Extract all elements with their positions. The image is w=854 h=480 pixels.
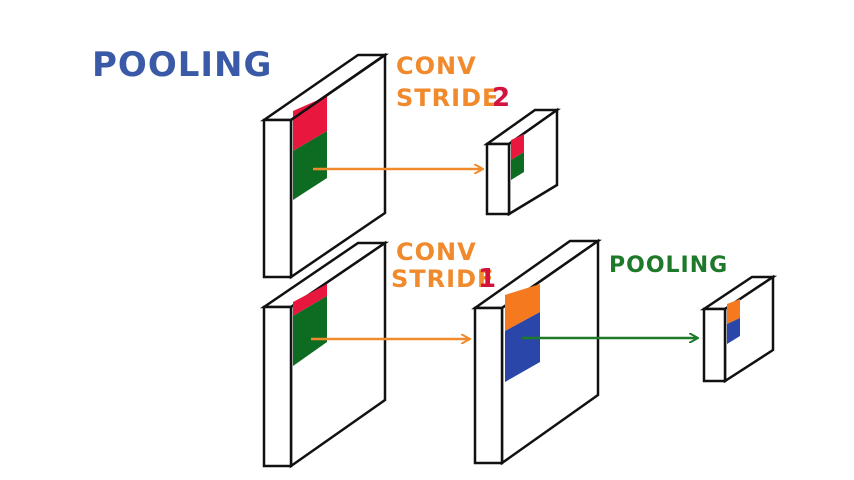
- label-stride-bottom-number: 1: [478, 264, 497, 294]
- small-patch-red-top: [511, 134, 524, 160]
- pooled-volume: [699, 274, 778, 384]
- pooled-patch-blue: [727, 318, 740, 344]
- input-volume-bottom: [259, 240, 390, 469]
- output-volume-stride2: [483, 107, 561, 217]
- label-stride-top-number: 2: [492, 83, 511, 113]
- output-volume-stride1: [471, 238, 602, 466]
- label-stride-bottom: STRIDE: [391, 265, 494, 293]
- label-conv-bottom: CONV: [396, 238, 477, 266]
- patch-green-top: [293, 131, 327, 200]
- pooled-patch-orange: [727, 299, 740, 324]
- label-pooling-step: POOLING: [609, 253, 728, 278]
- patch-red-top: [293, 96, 327, 151]
- patch-orange: [505, 284, 540, 331]
- title: POOLING: [92, 45, 272, 85]
- patch-green-bottom: [293, 296, 327, 366]
- label-stride-top: STRIDE: [396, 84, 499, 112]
- patch-red-bottom: [293, 284, 327, 316]
- label-conv-top: CONV: [396, 52, 477, 80]
- input-volume-top: [259, 52, 390, 280]
- patch-blue: [505, 312, 540, 382]
- small-patch-green-top: [511, 152, 524, 180]
